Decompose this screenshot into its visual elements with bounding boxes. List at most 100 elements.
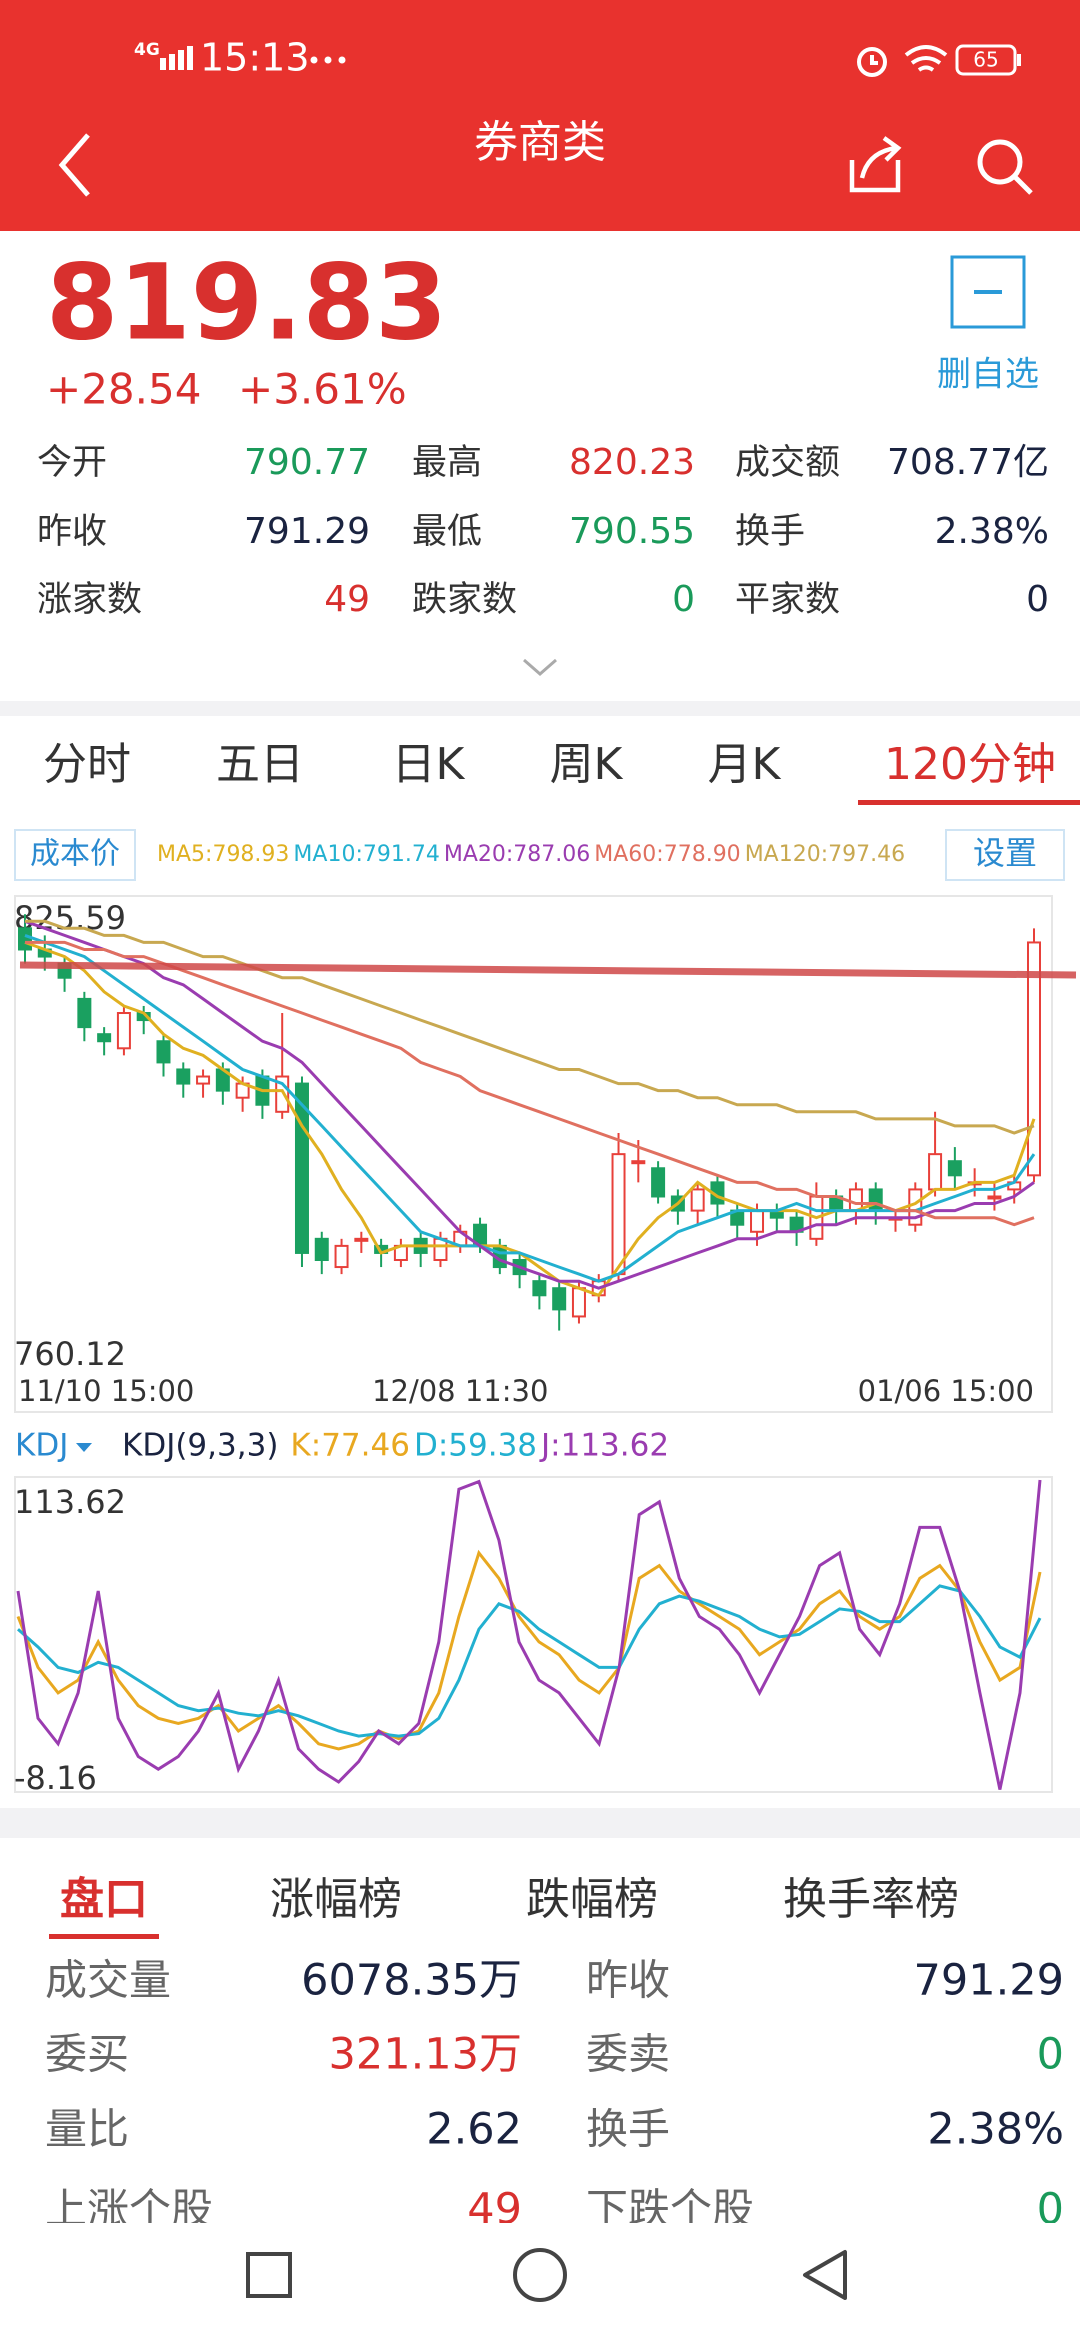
stat-label: 成交额 <box>735 443 840 483</box>
stat-label: 换手 <box>735 512 805 552</box>
candle-body <box>433 1237 448 1261</box>
share-button[interactable] <box>849 136 902 193</box>
change-pct: +3.61% <box>238 365 407 414</box>
stat-label: 平家数 <box>735 580 840 620</box>
separator <box>0 701 1080 716</box>
field-value: 0 <box>1037 2030 1064 2080</box>
field-value: 321.13万 <box>329 2030 522 2080</box>
legend-item: MA20:787.06 <box>444 842 590 867</box>
drawn-trendline <box>19 961 1077 979</box>
stat-value: 790.55 <box>569 511 695 552</box>
kdj-line <box>16 1479 1042 1790</box>
list-tab[interactable]: 盘口 <box>60 1874 148 1925</box>
status-time: 15:13 <box>200 36 310 80</box>
list-tab[interactable]: 涨幅榜 <box>270 1874 402 1925</box>
kdj-line <box>17 1584 1042 1738</box>
field-label: 换手 <box>586 2105 670 2154</box>
expand-chevron[interactable] <box>523 658 557 676</box>
watchlist-button[interactable] <box>950 255 1026 329</box>
separator <box>0 1808 1080 1838</box>
stat-value: 708.77亿 <box>887 442 1049 483</box>
search-button[interactable] <box>977 139 1033 195</box>
settings-button[interactable] <box>945 829 1065 881</box>
y-label-max: 113.62 <box>14 1483 126 1521</box>
indicator-title: KDJ(9,3,3) <box>122 1428 278 1464</box>
stat-value: 2.38% <box>935 511 1049 552</box>
candle-body <box>532 1280 547 1297</box>
legend-item: MA5:798.93 <box>157 842 289 867</box>
y-label-max: 825.59 <box>14 899 126 937</box>
legend-item: MA10:791.74 <box>293 842 439 867</box>
candle-body <box>987 1195 1002 1200</box>
period-tab[interactable]: 周K <box>550 739 624 790</box>
x-tick-label: 01/06 15:00 <box>858 1374 1034 1408</box>
candle-body <box>1027 941 1041 1177</box>
stat-value: 0 <box>1026 579 1049 620</box>
stat-label: 涨家数 <box>37 580 142 620</box>
wifi-icon <box>904 45 948 72</box>
candle-body <box>18 927 32 951</box>
period-tab[interactable]: 月K <box>708 739 782 790</box>
stat-value: 0 <box>672 579 695 620</box>
stat-value: 820.23 <box>569 442 695 483</box>
candle-body <box>947 1160 962 1177</box>
battery-icon <box>955 44 1017 76</box>
candle-body <box>354 1237 369 1242</box>
recents-button[interactable] <box>246 2252 292 2298</box>
ma-line <box>24 933 1036 1283</box>
candle-body <box>631 1160 646 1165</box>
stat-label: 最高 <box>412 443 482 483</box>
stat-label: 今开 <box>37 443 107 483</box>
y-label-min: -8.16 <box>14 1759 97 1797</box>
legend-item: MA60:778.90 <box>594 842 740 867</box>
candle-body <box>848 1188 863 1212</box>
candle-body <box>294 1082 309 1254</box>
field-label: 成交量 <box>45 1956 171 2005</box>
candle-body <box>176 1068 191 1085</box>
nav-bar <box>0 2223 1080 2340</box>
alarm-icon <box>857 47 887 77</box>
tab-underline <box>858 800 1080 805</box>
candle-body <box>77 997 92 1029</box>
field-label: 委卖 <box>586 2030 670 2079</box>
battery-level: 65 <box>973 48 998 72</box>
period-tab[interactable]: 日K <box>392 739 466 790</box>
period-tab[interactable]: 120分钟 <box>884 739 1056 790</box>
watchlist-label: 删自选 <box>937 355 1039 395</box>
candle-body <box>156 1040 171 1064</box>
price: 819.83 <box>46 241 447 363</box>
candle-body <box>314 1237 329 1261</box>
x-tick-label: 11/10 15:00 <box>18 1374 194 1408</box>
cost-label: 成本价 <box>30 837 120 872</box>
home-button[interactable] <box>513 2248 567 2302</box>
legend-item: MA120:797.46 <box>745 842 905 867</box>
legend-item: D:59.38 <box>414 1428 537 1464</box>
field-value: 791.29 <box>914 1956 1064 2006</box>
candle-body <box>116 1012 131 1050</box>
network: 4G <box>134 40 160 60</box>
period-tab[interactable]: 五日 <box>216 739 304 790</box>
candle-body <box>868 1188 883 1212</box>
candle-body <box>334 1244 349 1269</box>
dots <box>310 56 346 64</box>
candle-body <box>651 1167 666 1198</box>
cost-button[interactable] <box>14 829 136 881</box>
back-nav-button[interactable] <box>803 2250 847 2300</box>
candle-body <box>196 1075 211 1085</box>
candle-body <box>97 1033 112 1043</box>
candle-body <box>690 1188 705 1212</box>
price-chart-frame <box>14 895 1053 1413</box>
candle-body <box>611 1153 626 1276</box>
dropdown-icon[interactable] <box>76 1443 92 1452</box>
y-label-min: 760.12 <box>14 1335 126 1373</box>
battery-tip <box>1017 54 1021 66</box>
stat-label: 最低 <box>412 512 482 552</box>
list-tab[interactable]: 跌幅榜 <box>526 1874 658 1925</box>
back-button[interactable] <box>58 133 90 197</box>
indicator-name: KDJ <box>15 1428 68 1464</box>
candle-body <box>908 1188 923 1226</box>
list-tab[interactable]: 换手率榜 <box>783 1874 959 1925</box>
signal-icon <box>160 46 193 70</box>
period-tab[interactable]: 分时 <box>43 739 131 790</box>
